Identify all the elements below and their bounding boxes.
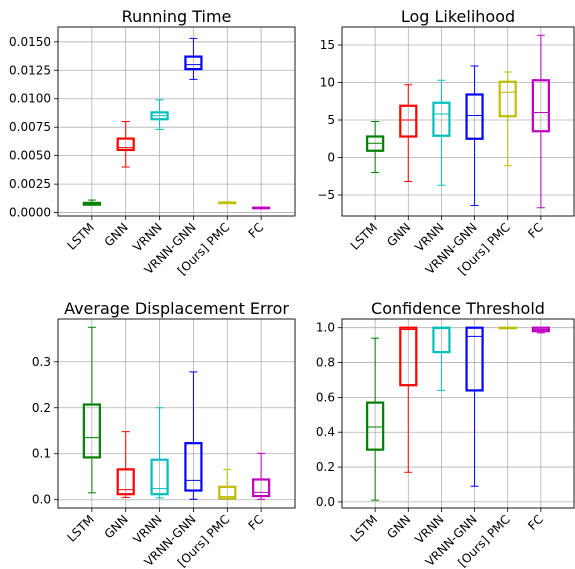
y-tick-label: 0.0 <box>32 493 51 507</box>
box <box>82 403 101 459</box>
box <box>150 458 169 496</box>
y-tick-label: 0.0025 <box>9 177 51 191</box>
chart-title: Average Displacement Error <box>64 299 289 318</box>
box <box>399 104 418 138</box>
y-tick-label: 0.0 <box>316 495 335 509</box>
box <box>184 442 203 492</box>
y-tick-label: 0.2 <box>316 460 335 474</box>
y-tick-label: 0.3 <box>32 355 51 369</box>
box <box>498 80 517 118</box>
y-tick-label: 0.4 <box>316 425 335 439</box>
box-plot-vrnn-gnn <box>465 326 484 487</box>
box-plot-fc <box>531 34 550 209</box>
box <box>465 93 484 140</box>
box-plot-lstm <box>366 121 385 173</box>
box <box>432 101 451 137</box>
box-plot-vrnn <box>150 99 169 130</box>
y-tick-label: 0.0100 <box>9 92 51 106</box>
axes-frame <box>341 26 575 217</box>
x-tick-label: FC <box>246 512 267 533</box>
y-tick-label: 0.0000 <box>9 206 51 220</box>
chart-title: Running Time <box>122 7 232 26</box>
x-tick-label: FC <box>246 220 267 241</box>
box <box>252 478 271 498</box>
box-plot-vrnn-gnn <box>465 65 484 206</box>
box-plot-ours-pmc <box>218 201 237 205</box>
box-plot-lstm <box>366 337 385 501</box>
y-tick-label: 0.8 <box>316 356 335 370</box>
x-tick-label: LSTM <box>64 220 97 253</box>
x-tick-label: FC <box>525 220 546 241</box>
x-tick-label: LSTM <box>64 512 97 545</box>
box-plot-ours-pmc <box>498 326 517 330</box>
y-tick-label: 0.1 <box>32 447 51 461</box>
x-tick-label: GNN <box>384 512 413 541</box>
box-plot-lstm <box>82 326 101 494</box>
box <box>465 326 484 392</box>
box-plot-fc <box>531 326 550 334</box>
y-tick-label: 10 <box>320 76 335 90</box>
box-plot-gnn <box>116 121 135 168</box>
box <box>218 485 237 500</box>
chart-panel-1: Running Time 0.0000 0.0025 0.0050 0.0075 0.01… <box>9 7 296 278</box>
box-plot-gnn <box>116 431 135 498</box>
x-tick-label: FC <box>525 512 546 533</box>
chart-title: Log Likelihood <box>401 7 515 26</box>
box-plot-ours-pmc <box>498 71 517 167</box>
y-tick-label: 0.0075 <box>9 120 51 134</box>
box-plot-vrnn-gnn <box>184 371 203 500</box>
box <box>366 401 385 451</box>
box-plot-fc <box>252 452 271 500</box>
box-plot-vrnn <box>432 79 451 186</box>
chart-title: Confidence Threshold <box>371 299 545 318</box>
y-tick-label: 0 <box>327 151 335 165</box>
box <box>399 326 418 387</box>
y-tick-label: 0.2 <box>32 401 51 415</box>
y-tick-label: 0.6 <box>316 390 335 404</box>
box-plot-gnn <box>399 326 418 473</box>
y-tick-label: 0.0150 <box>9 35 51 49</box>
axes-frame <box>57 318 296 509</box>
box <box>531 79 550 133</box>
x-tick-label: GNN <box>102 512 131 541</box>
box-plot-lstm <box>82 199 101 206</box>
y-tick-label: 0.0125 <box>9 63 51 77</box>
box <box>116 468 135 496</box>
axes-frame <box>341 318 575 509</box>
box-plot-gnn <box>399 84 418 182</box>
y-tick-label: 0.0050 <box>9 149 51 163</box>
y-tick-label: 5 <box>327 113 335 127</box>
box <box>116 137 135 152</box>
y-tick-label: 1.0 <box>316 321 335 335</box>
y-tick-label: −5 <box>317 188 335 202</box>
x-tick-label: GNN <box>384 220 413 249</box>
box-plot-vrnn <box>432 326 451 391</box>
box-plot-ours-pmc <box>218 468 237 500</box>
x-tick-label: LSTM <box>348 220 381 253</box>
axes-frame <box>57 26 296 217</box>
box-plot-fc <box>252 206 271 210</box>
box-plot-vrnn <box>150 407 169 499</box>
chart-panel-3: Average Displacement Error 0.0 0.1 0.2 0.3 LS… <box>32 299 296 569</box>
x-tick-label: GNN <box>102 220 131 249</box>
chart-panel-4: Confidence Threshold 0.0 0.2 0.4 0.6 0.8 1.0 LS… <box>316 299 575 569</box>
y-tick-label: 15 <box>320 38 335 52</box>
box-plot-vrnn-gnn <box>184 37 203 80</box>
x-tick-label: LSTM <box>348 512 381 545</box>
box <box>184 55 203 71</box>
box <box>432 326 451 354</box>
